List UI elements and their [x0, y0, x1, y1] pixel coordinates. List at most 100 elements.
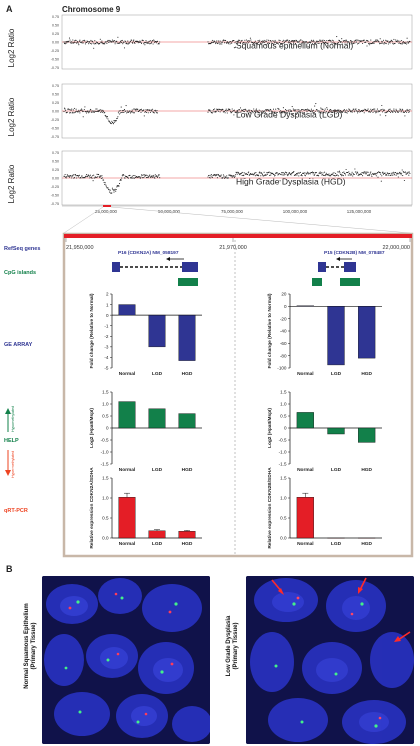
fish-image-lgd: [246, 576, 414, 744]
cgh-probe-point: [349, 174, 352, 176]
cgh-probe-point: [346, 40, 348, 42]
cgh-probe-point: [264, 110, 266, 112]
cgh-probe-point: [84, 106, 86, 108]
cgh-probe-point: [82, 116, 84, 118]
cgh-probe-point: [137, 108, 139, 110]
cgh-probe-point: [346, 109, 348, 111]
cgh-probe-point: [302, 42, 304, 44]
cgh-probe-point: [345, 112, 347, 114]
cgh-probe-point: [364, 173, 366, 175]
cgh-probe-point: [289, 42, 292, 45]
cgh-probe-point: [333, 172, 335, 174]
cgh-probe-point: [282, 39, 284, 41]
cgh-probe-point: [209, 109, 211, 111]
cgh-probe-point: [290, 110, 292, 112]
cgh-probe-point: [253, 174, 255, 176]
cgh-probe-point: [208, 174, 210, 176]
cgh-probe-point: [311, 40, 313, 42]
chart-y-tick-label: 1.5: [102, 390, 109, 395]
chart-bar: [327, 306, 345, 366]
cgh-probe-point: [363, 172, 365, 174]
cgh-probe-point: [133, 108, 135, 110]
cgh-probe-point: [324, 110, 326, 112]
cgh-probe-point: [309, 41, 311, 43]
cgh-probe-point: [315, 41, 317, 43]
cgh-probe-point: [225, 109, 227, 111]
cgh-probe-point: [388, 41, 391, 43]
cgh-probe-point: [138, 41, 140, 43]
cgh-probe-point: [371, 109, 373, 112]
cgh-probe-point: [85, 110, 87, 113]
cgh-probe-point: [286, 110, 288, 112]
cgh-probe-point: [116, 117, 118, 119]
cgh-probe-point: [233, 176, 235, 178]
panel-label-b: B: [6, 564, 13, 574]
cgh-probe-point: [225, 176, 227, 178]
chart-y-tick-label: 0: [284, 426, 287, 431]
cgh-probe-point: [77, 176, 79, 178]
cgh-probe-point: [320, 42, 322, 45]
cgh-probe-point: [109, 189, 111, 191]
cgh-probe-point: [408, 174, 410, 176]
row-label: RefSeq genes: [4, 246, 40, 252]
cgh-probe-point: [321, 40, 323, 42]
cgh-probe-point: [344, 42, 346, 44]
cgh-probe-point: [217, 110, 220, 112]
cgh-probe-point: [117, 36, 119, 38]
cgh-probe-point: [345, 39, 347, 41]
cgh-probe-point: [78, 109, 80, 111]
cgh-probe-point: [233, 114, 235, 116]
cgh-probe-point: [261, 174, 264, 176]
cgh-probe-point: [366, 109, 369, 111]
cgh-probe-point: [77, 111, 79, 113]
cgh-probe-point: [398, 110, 400, 112]
cgh-probe-point: [92, 40, 94, 42]
cgh-probe-point: [400, 43, 402, 45]
cgh-probe-point: [89, 174, 91, 176]
cgh-probe-point: [371, 175, 373, 177]
cgh-probe-point: [338, 109, 340, 111]
cgh-probe-point: [223, 39, 225, 41]
cgh-probe-point: [72, 174, 74, 176]
cgh-probe-point: [70, 109, 72, 111]
cgh-probe-point: [316, 109, 318, 111]
cgh-probe-point: [247, 172, 249, 174]
cgh-probe-point: [252, 110, 254, 112]
cgh-probe-point: [274, 42, 276, 44]
gene-name-label: P16 (CDKN2A) NM_058197: [118, 250, 179, 256]
cgh-probe-point: [266, 43, 268, 45]
cgh-probe-point: [232, 110, 234, 112]
cgh-probe-point: [408, 171, 410, 173]
cgh-probe-point: [100, 176, 102, 178]
cgh-y-tick-label: 0.25: [52, 168, 59, 172]
cgh-probe-point: [271, 42, 273, 44]
cgh-probe-point: [348, 108, 350, 110]
cgh-probe-point: [159, 177, 161, 179]
cgh-probe-point: [281, 111, 283, 113]
cgh-probe-point: [313, 172, 315, 174]
cgh-probe-point: [304, 175, 306, 177]
cgh-probe-point: [323, 43, 325, 45]
cgh-probe-point: [96, 108, 98, 110]
cgh-probe-point: [146, 174, 148, 176]
cgh-probe-point: [380, 180, 382, 182]
cgh-probe-point: [103, 179, 105, 181]
cgh-probe-point: [94, 177, 96, 179]
cgh-probe-point: [132, 112, 134, 114]
cgh-probe-point: [231, 108, 233, 110]
cgh-probe-point: [375, 40, 377, 42]
cgh-probe-point: [239, 107, 242, 109]
cgh-probe-point: [81, 109, 83, 111]
cgh-probe-point: [109, 122, 111, 124]
cgh-probe-point: [114, 39, 116, 42]
chart-bar: [296, 497, 314, 539]
cgh-probe-point: [328, 173, 330, 175]
cgh-y-tick-label: 0.75: [52, 15, 59, 19]
cgh-probe-point: [341, 110, 343, 112]
panel-label-a: A: [6, 4, 13, 14]
cgh-probe-point: [356, 39, 358, 41]
chart-y-tick-label: 1: [106, 302, 109, 307]
cgh-probe-point: [85, 112, 88, 114]
cgh-probe-point: [114, 43, 116, 45]
cgh-probe-point: [401, 169, 403, 171]
